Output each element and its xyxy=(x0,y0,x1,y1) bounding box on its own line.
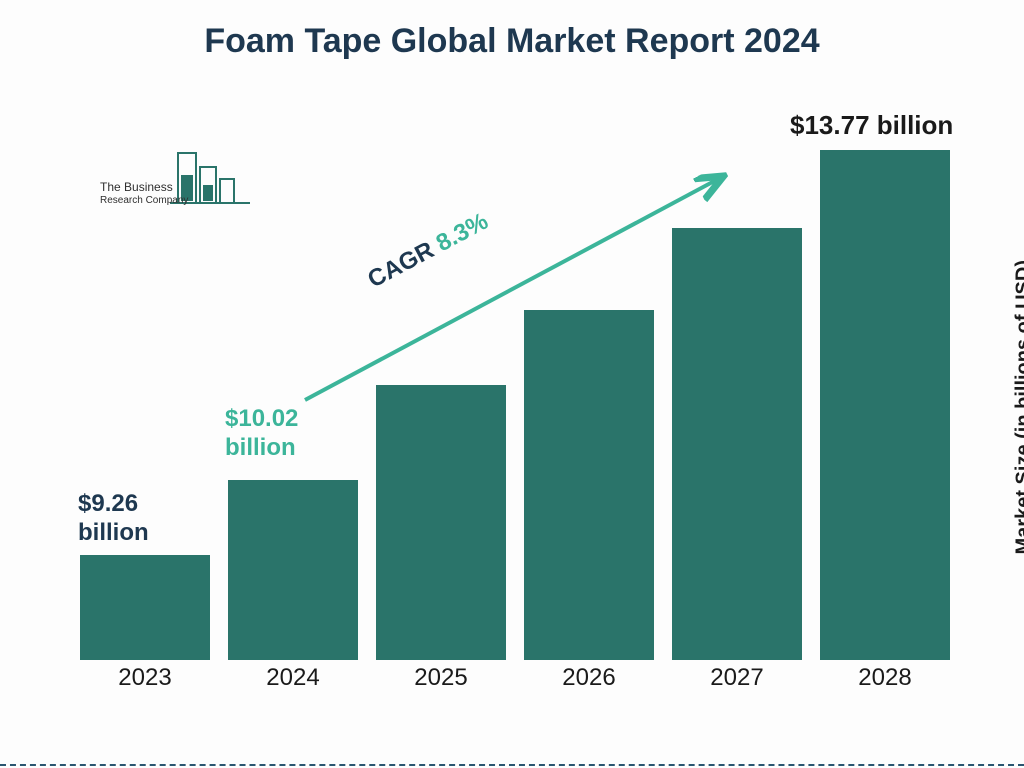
annotation-2024: $10.02 billion xyxy=(225,405,345,463)
y-axis-label: Market Size (in billions of USD) xyxy=(1012,260,1024,554)
bottom-dashed-border xyxy=(0,764,1024,766)
page-root: Foam Tape Global Market Report 2024 The … xyxy=(0,0,1024,768)
cagr-arrow-line xyxy=(305,178,720,400)
annotation-2023: $9.26 billion xyxy=(78,490,198,548)
annotation-2028: $13.77 billion xyxy=(790,110,990,141)
